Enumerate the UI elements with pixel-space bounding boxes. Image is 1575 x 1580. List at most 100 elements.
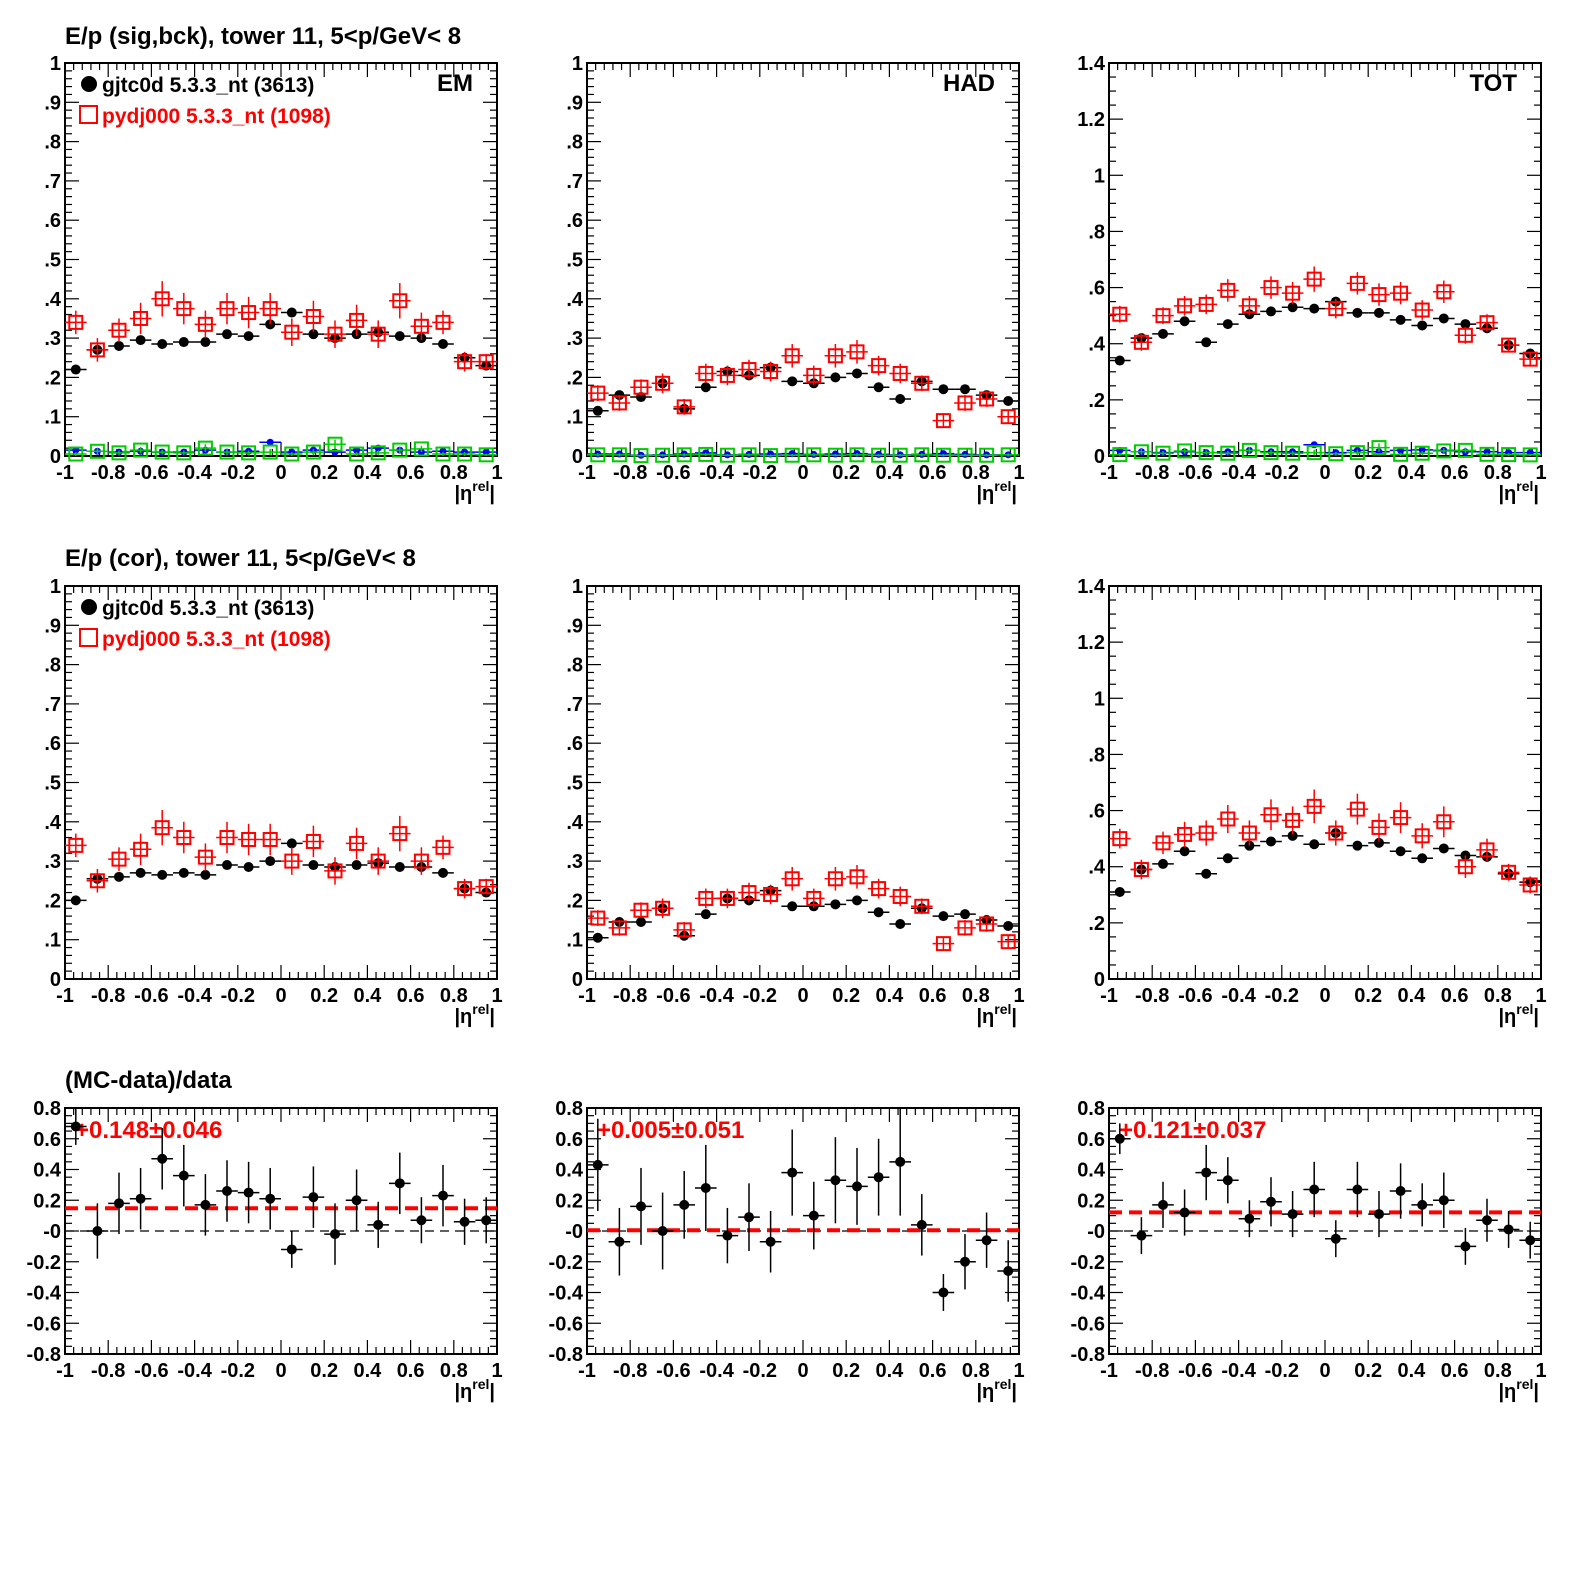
panel-label: TOT [1469, 70, 1517, 97]
x-tick-label: -0.8 [1135, 1360, 1169, 1382]
data-point [1374, 307, 1384, 318]
data-point [676, 922, 692, 938]
data-point [265, 1193, 276, 1204]
data-point [1352, 840, 1363, 851]
data-point [1306, 798, 1322, 814]
data-point [655, 447, 671, 463]
x-tick-label: -0.4 [177, 985, 212, 1007]
x-tick-label: 0 [797, 1360, 808, 1382]
x-tick-label: -0.6 [134, 985, 168, 1007]
data-point [895, 918, 906, 929]
data-point [1114, 355, 1125, 366]
data-point [89, 873, 105, 889]
data-point [1482, 1215, 1492, 1226]
data-point [1418, 446, 1426, 454]
data-point [1133, 444, 1149, 460]
data-point [806, 890, 822, 906]
x-tick-label: -1 [1100, 462, 1118, 484]
data-point [286, 838, 297, 849]
y-tick-label: -0.8 [27, 1344, 61, 1366]
series-dot-0 [587, 1108, 1019, 1311]
data-point [197, 316, 213, 332]
data-point [266, 438, 274, 446]
data-point [698, 446, 714, 462]
data-point [827, 871, 843, 887]
y-tick-label: .7 [44, 171, 61, 193]
data-point [370, 445, 386, 461]
y-tick-label: 1 [50, 576, 61, 598]
y-tick-label: 1 [572, 53, 583, 75]
data-point [308, 860, 319, 871]
row-title-signal: E/p (sig,bck), tower 11, 5<p/GeV< 8 [65, 23, 461, 50]
data-point [611, 395, 627, 411]
x-tick-label: 0.4 [875, 462, 904, 484]
data-point [133, 442, 149, 458]
data-point [698, 890, 714, 906]
series-open-square-3 [1109, 440, 1541, 463]
legend-marker-data [81, 76, 97, 92]
x-tick-label: 0.6 [397, 985, 425, 1007]
data-point [349, 446, 365, 462]
y-tick-label: .6 [1088, 278, 1105, 300]
y-tick-label: .2 [44, 367, 61, 389]
x-tick-label: 1 [1013, 1360, 1024, 1382]
data-point [394, 861, 405, 872]
data-point [351, 1195, 362, 1206]
y-tick-label: 0 [50, 446, 61, 468]
data-point [1501, 447, 1517, 463]
data-point [1000, 409, 1016, 425]
x-tick-label: -0.6 [1178, 985, 1212, 1007]
y-tick-label: .2 [44, 890, 61, 912]
data-point [830, 899, 841, 910]
data-point [435, 314, 451, 330]
series-open-square-1 [587, 340, 1019, 429]
y-tick-label: .6 [44, 733, 61, 755]
data-point [1112, 831, 1128, 847]
data-point [1479, 446, 1495, 462]
data-point [176, 830, 192, 846]
y-tick-label: 0.2 [1077, 1190, 1105, 1212]
data-point [1177, 298, 1193, 314]
x-tick-label: 1 [1535, 462, 1546, 484]
data-point [284, 853, 300, 869]
data-point [349, 835, 365, 851]
legend: gjtc0d 5.3.3_nt (3613) pydj000 5.3.3_nt (… [79, 74, 331, 128]
data-point [1198, 825, 1214, 841]
data-point [960, 1256, 970, 1267]
x-tick-label: -1 [56, 985, 74, 1007]
data-point [700, 1182, 711, 1193]
data-point [1309, 1184, 1320, 1195]
y-tick-label: .4 [566, 289, 584, 311]
data-point [1220, 445, 1236, 461]
y-tick-label: 1.2 [1077, 632, 1105, 654]
y-tick-label: 1 [50, 53, 61, 75]
data-point [262, 444, 278, 460]
data-point [459, 1216, 470, 1227]
x-tick-label: 1 [491, 1360, 502, 1382]
data-point [70, 1121, 81, 1132]
x-tick-label: -0.8 [91, 462, 125, 484]
data-point [286, 307, 297, 318]
data-point [871, 881, 887, 897]
data-point [806, 447, 822, 463]
data-point [1198, 296, 1214, 312]
data-point [979, 916, 995, 932]
data-point [200, 869, 211, 880]
y-tick-label: .2 [1088, 913, 1105, 935]
data-point [1158, 1199, 1168, 1210]
y-tick-label: .8 [1088, 744, 1105, 766]
y-tick-label: 0.8 [33, 1098, 61, 1120]
y-tick-label: .7 [566, 171, 583, 193]
data-point [1522, 351, 1538, 367]
y-tick-label: 0.2 [33, 1190, 61, 1212]
data-point [1198, 445, 1214, 461]
y-tick-label: 1 [1094, 688, 1105, 710]
data-point [92, 1226, 103, 1236]
x-tick-label: -0.8 [613, 462, 647, 484]
x-tick-label: -0.2 [1265, 1360, 1299, 1382]
data-point [1522, 877, 1538, 893]
data-point [741, 447, 757, 463]
data-point [636, 917, 646, 928]
x-tick-label: -0.6 [656, 1360, 690, 1382]
fit-value-label: +0.005±0.051 [597, 1117, 744, 1144]
